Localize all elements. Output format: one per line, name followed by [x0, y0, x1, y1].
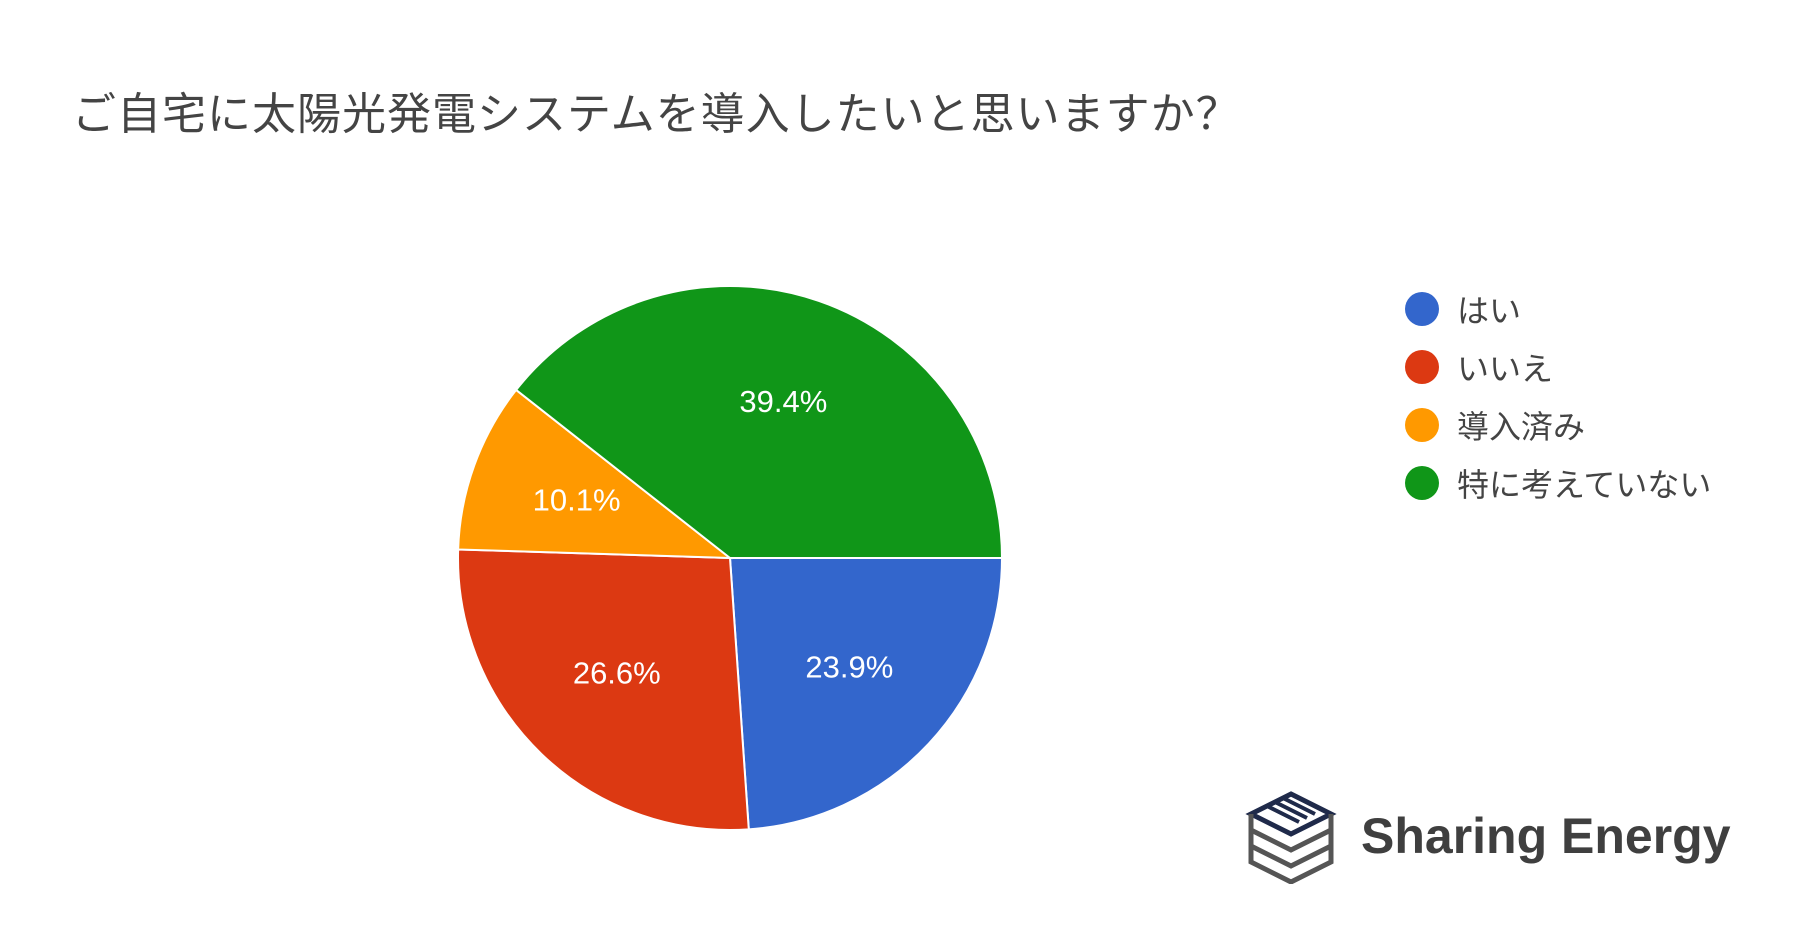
legend-item-no: いいえ — [1405, 338, 1711, 396]
pie-chart: 23.9% 26.6% 10.1% 39.4% — [457, 285, 1004, 831]
legend-swatch-no — [1405, 350, 1439, 384]
pie-slice-installed — [457, 388, 734, 560]
slice-label-no: 26.6% — [573, 656, 661, 691]
legend-swatch-undecided — [1405, 466, 1439, 500]
slice-label-undecided: 39.4% — [739, 384, 827, 419]
brand-name: Sharing Energy — [1361, 808, 1731, 864]
pie-slice-undecided — [514, 285, 1004, 559]
legend-item-installed: 導入済み — [1405, 396, 1711, 454]
slice-label-yes: 23.9% — [805, 650, 893, 685]
legend-label-yes: はい — [1457, 292, 1522, 330]
legend-label-undecided: 特に考えていない — [1457, 466, 1712, 504]
legend-label-installed: 導入済み — [1457, 408, 1586, 446]
slice-label-installed: 10.1% — [533, 482, 621, 517]
chart-legend: はいいいえ導入済み特に考えていない — [1405, 280, 1711, 512]
legend-item-yes: はい — [1405, 280, 1711, 338]
legend-swatch-installed — [1405, 408, 1439, 442]
legend-label-no: いいえ — [1457, 350, 1554, 388]
chart-title: ご自宅に太陽光発電システムを導入したいと思いますか？ — [72, 89, 1241, 140]
pie-slice-no — [457, 548, 750, 831]
brand: Sharing Energy — [1245, 788, 1731, 884]
legend-item-undecided: 特に考えていない — [1405, 454, 1711, 512]
pie-slice-yes — [728, 557, 1004, 831]
legend-swatch-yes — [1405, 292, 1439, 326]
stacked-layers-logo-icon — [1245, 791, 1337, 884]
